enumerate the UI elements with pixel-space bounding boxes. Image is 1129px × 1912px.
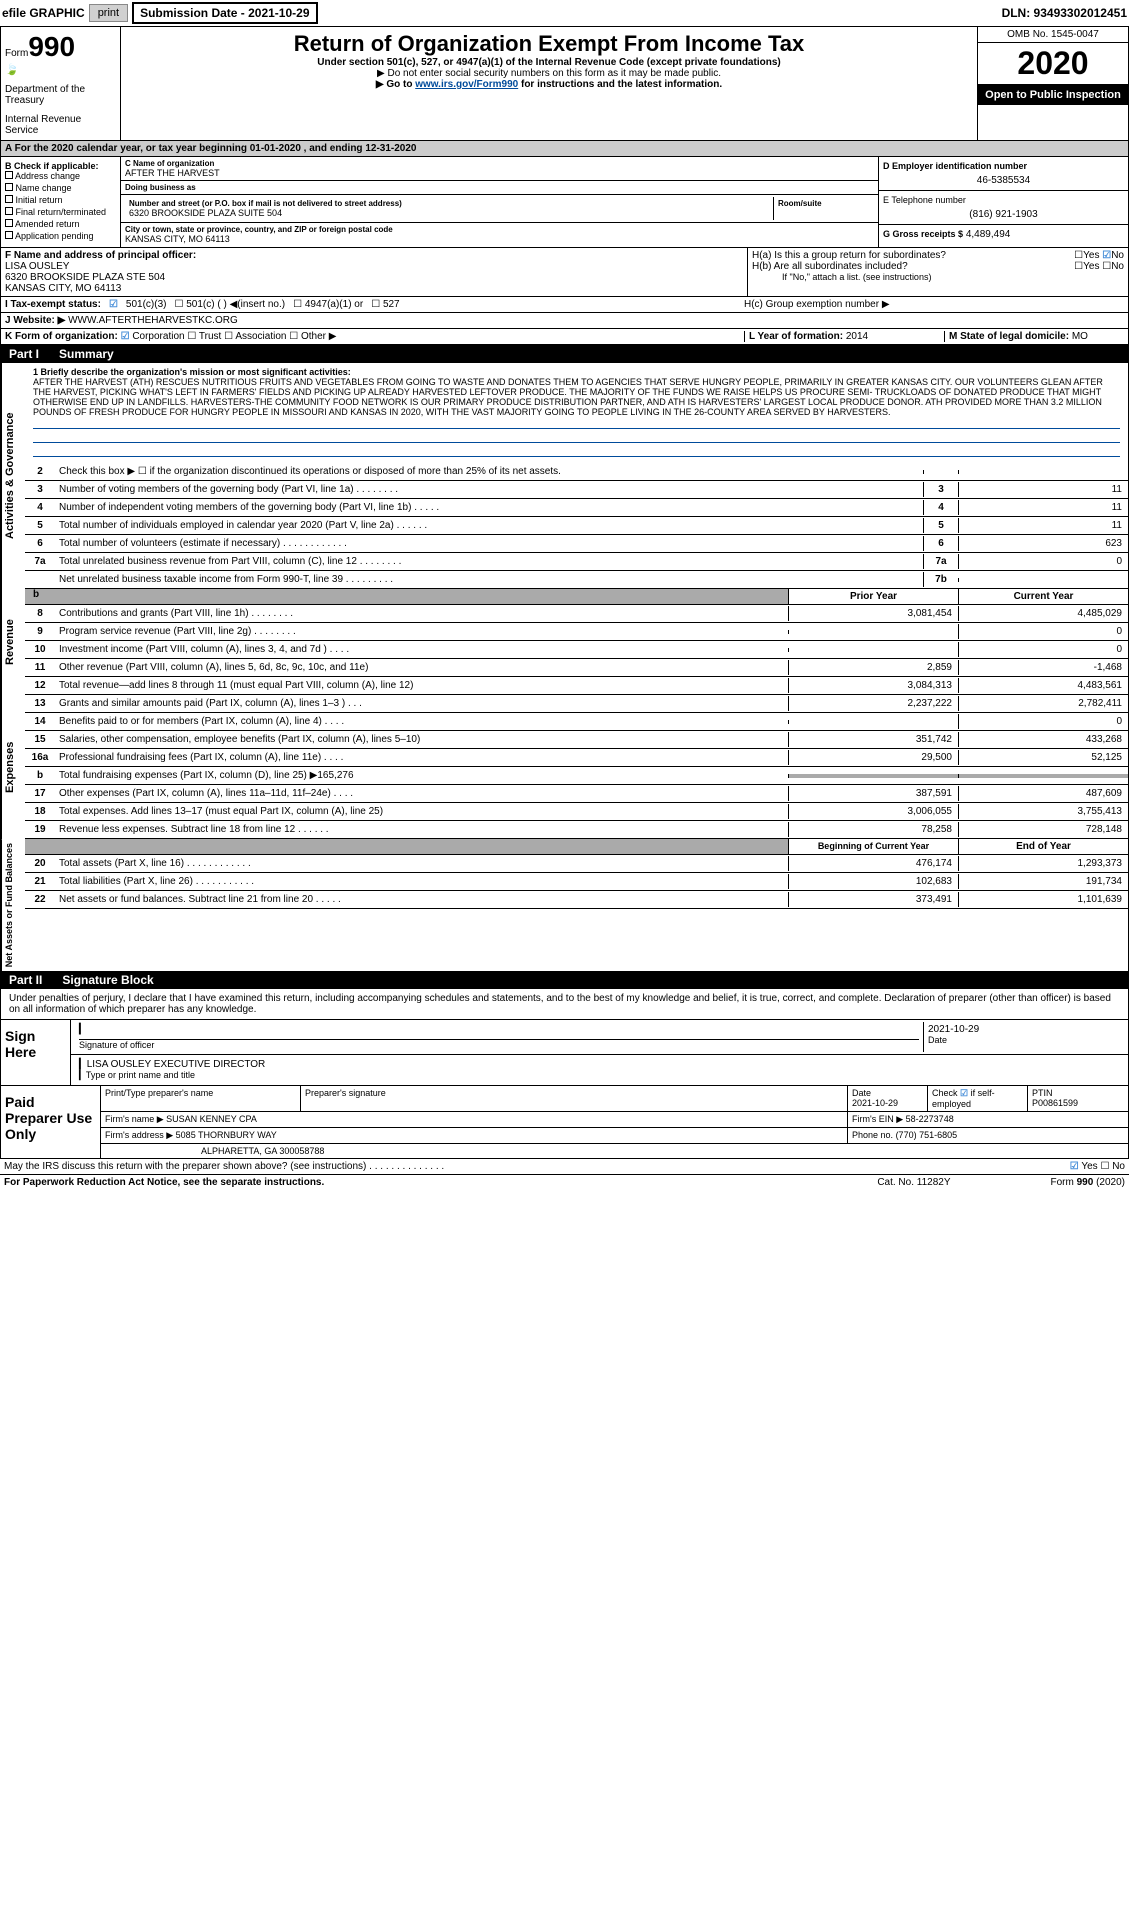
line-item: 10Investment income (Part VIII, column (… [25,641,1128,659]
e-phone: E Telephone number (816) 921-1903 [879,191,1128,225]
print-button[interactable]: print [89,4,128,22]
efile-label: efile GRAPHIC [2,6,85,20]
line-item: Net unrelated business taxable income fr… [25,571,1128,589]
row-fh: F Name and address of principal officer:… [1,248,1128,297]
d-ein: D Employer identification number 46-5385… [879,157,1128,191]
sig-section: Under penalties of perjury, I declare th… [1,989,1128,1158]
title-cell: Return of Organization Exempt From Incom… [121,27,978,140]
check-icon: ☑ [109,299,118,310]
h-a: H(a) Is this a group return for subordin… [752,250,1124,261]
line-item: 17Other expenses (Part IX, column (A), l… [25,785,1128,803]
top-row: Form990 🍃 Department of the Treasury Int… [1,27,1128,141]
line-item: 2Check this box ▶ ☐ if the organization … [25,463,1128,481]
sign-here-row: Sign Here ▎ Signature of officer 2021-10… [1,1020,1128,1086]
g-receipts: G Gross receipts $ 4,489,494 [879,225,1128,244]
mission-block: 1 Briefly describe the organization's mi… [25,363,1128,463]
line-item: 20Total assets (Part X, line 16) . . . .… [25,855,1128,873]
line-item: 15Salaries, other compensation, employee… [25,731,1128,749]
form-container: Form990 🍃 Department of the Treasury Int… [0,26,1129,1159]
tax-year: 2020 [978,43,1128,85]
c-dba: Doing business as [121,181,878,195]
line-item: 6Total number of volunteers (estimate if… [25,535,1128,553]
netassets-section: Net Assets or Fund Balances Beginning of… [1,839,1128,971]
sig-declare: Under penalties of perjury, I declare th… [1,989,1128,1020]
col-f: F Name and address of principal officer:… [1,248,748,296]
col-h: H(a) Is this a group return for subordin… [748,248,1128,296]
c-city: City or town, state or province, country… [121,223,878,246]
checkbox-option[interactable]: Initial return [5,195,116,205]
tab-activities: Activities & Governance [1,363,25,589]
header-bar: efile GRAPHIC print Submission Date - 20… [0,0,1129,26]
checkbox-option[interactable]: Name change [5,183,116,193]
subtitle3: ▶ Go to www.irs.gov/Form990 for instruct… [125,79,973,90]
line-item: 19Revenue less expenses. Subtract line 1… [25,821,1128,839]
dept: Department of the Treasury [5,84,116,106]
dln: DLN: 93493302012451 [1002,6,1127,20]
omb-num: OMB No. 1545-0047 [978,27,1128,43]
checkbox-option[interactable]: Application pending [5,231,116,241]
leaf-icon: 🍃 [5,63,116,76]
row-a: A For the 2020 calendar year, or tax yea… [1,141,1128,157]
b-label: B Check if applicable: [5,161,116,171]
line-item: 18Total expenses. Add lines 13–17 (must … [25,803,1128,821]
c-addr: Number and street (or P.O. box if mail i… [121,195,878,223]
tab-netassets: Net Assets or Fund Balances [1,839,25,971]
row-k: K Form of organization: ☑ Corporation ☐ … [1,329,1128,345]
checkbox-option[interactable]: Amended return [5,219,116,229]
footer-bottom: For Paperwork Reduction Act Notice, see … [0,1174,1129,1190]
section-bc: B Check if applicable: Address change Na… [1,157,1128,248]
main-title: Return of Organization Exempt From Incom… [125,31,973,57]
line-item: bTotal fundraising expenses (Part IX, co… [25,767,1128,785]
form-cell: Form990 🍃 Department of the Treasury Int… [1,27,121,140]
submission-date: Submission Date - 2021-10-29 [132,2,317,24]
checkbox-option[interactable]: Final return/terminated [5,207,116,217]
line-item: 21Total liabilities (Part X, line 26) . … [25,873,1128,891]
activities-section: Activities & Governance 1 Briefly descri… [1,363,1128,589]
part1-header: Part I Summary [1,345,1128,363]
form-prefix: Form [5,48,28,59]
line-item: 22Net assets or fund balances. Subtract … [25,891,1128,909]
line-item: 14Benefits paid to or for members (Part … [25,713,1128,731]
col-c: C Name of organization AFTER THE HARVEST… [121,157,878,247]
col-b: B Check if applicable: Address change Na… [1,157,121,247]
line-item: 11Other revenue (Part VIII, column (A), … [25,659,1128,677]
col-de: D Employer identification number 46-5385… [878,157,1128,247]
line-item: 16aProfessional fundraising fees (Part I… [25,749,1128,767]
open-public: Open to Public Inspection [978,85,1128,105]
footer-discuss: May the IRS discuss this return with the… [0,1159,1129,1174]
revenue-section: Revenue b Prior Year Current Year 8Contr… [1,589,1128,695]
line-item: 4Number of independent voting members of… [25,499,1128,517]
tab-revenue: Revenue [1,589,25,695]
checkbox-option[interactable]: Address change [5,171,116,181]
omb-cell: OMB No. 1545-0047 2020 Open to Public In… [978,27,1128,140]
line-item: 12Total revenue—add lines 8 through 11 (… [25,677,1128,695]
row-j: J Website: ▶ WWW.AFTERTHEHARVESTKC.ORG [1,313,1128,329]
line-item: 9Program service revenue (Part VIII, lin… [25,623,1128,641]
expenses-section: Expenses 13Grants and similar amounts pa… [1,695,1128,839]
form-number: 990 [28,31,75,62]
irs: Internal Revenue Service [5,114,116,136]
irs-link[interactable]: www.irs.gov/Form990 [415,79,518,90]
h-b: H(b) Are all subordinates included? ☐Yes… [752,261,1124,272]
c-name: C Name of organization AFTER THE HARVEST [121,157,878,181]
line-item: 7aTotal unrelated business revenue from … [25,553,1128,571]
line-item: 8Contributions and grants (Part VIII, li… [25,605,1128,623]
part2-header: Part II Signature Block [1,971,1128,989]
row-i: I Tax-exempt status: ☑501(c)(3) ☐ 501(c)… [1,297,1128,313]
line-item: 5Total number of individuals employed in… [25,517,1128,535]
tab-expenses: Expenses [1,695,25,839]
subtitle1: Under section 501(c), 527, or 4947(a)(1)… [125,57,973,68]
paid-preparer-row: Paid Preparer Use Only Print/Type prepar… [1,1086,1128,1158]
subtitle2: ▶ Do not enter social security numbers o… [125,68,973,79]
line-item: 13Grants and similar amounts paid (Part … [25,695,1128,713]
line-item: 3Number of voting members of the governi… [25,481,1128,499]
